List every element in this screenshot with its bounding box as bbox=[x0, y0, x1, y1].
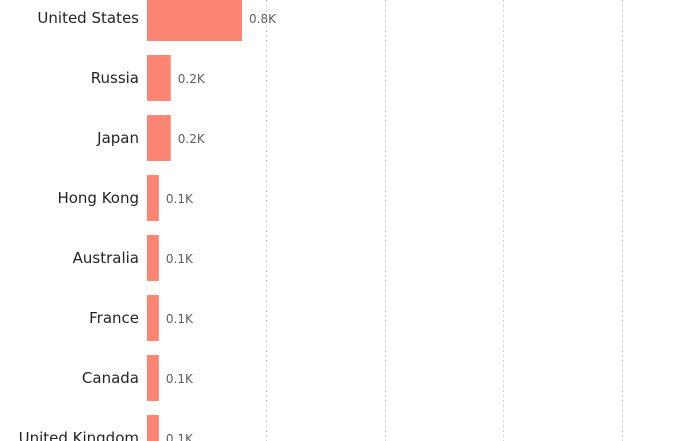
category-label: Australia bbox=[73, 249, 139, 267]
data-label: 0.1K bbox=[166, 372, 194, 386]
category-label: Canada bbox=[82, 369, 139, 387]
category-label: Russia bbox=[91, 69, 139, 87]
data-label: 0.1K bbox=[166, 312, 194, 326]
bars bbox=[147, 0, 242, 441]
bar-japan[interactable] bbox=[147, 115, 171, 161]
gridlines bbox=[266, 0, 623, 441]
category-label: United States bbox=[37, 9, 139, 27]
category-label: Hong Kong bbox=[57, 189, 139, 207]
data-label: 0.1K bbox=[166, 192, 194, 206]
data-label: 0.1K bbox=[166, 252, 194, 266]
bar-australia[interactable] bbox=[147, 235, 159, 281]
category-label: Japan bbox=[96, 129, 139, 147]
bar-united-states[interactable] bbox=[147, 0, 242, 41]
bar-france[interactable] bbox=[147, 295, 159, 341]
bar-canada[interactable] bbox=[147, 355, 159, 401]
category-labels: United States Russia Japan Hong Kong Austral… bbox=[19, 9, 140, 441]
bar-united-kingdom[interactable] bbox=[147, 415, 159, 441]
category-label: United Kingdom bbox=[19, 429, 139, 441]
data-labels: 0.8K 0.2K 0.2K 0.1K 0.1K 0.1K 0.1K 0.1K bbox=[166, 12, 277, 441]
bar-hong-kong[interactable] bbox=[147, 175, 159, 221]
category-label: France bbox=[89, 309, 139, 327]
data-label: 0.8K bbox=[249, 12, 277, 26]
data-label: 0.2K bbox=[178, 132, 206, 146]
data-label: 0.1K bbox=[166, 432, 194, 441]
data-label: 0.2K bbox=[178, 72, 206, 86]
bar-russia[interactable] bbox=[147, 55, 171, 101]
